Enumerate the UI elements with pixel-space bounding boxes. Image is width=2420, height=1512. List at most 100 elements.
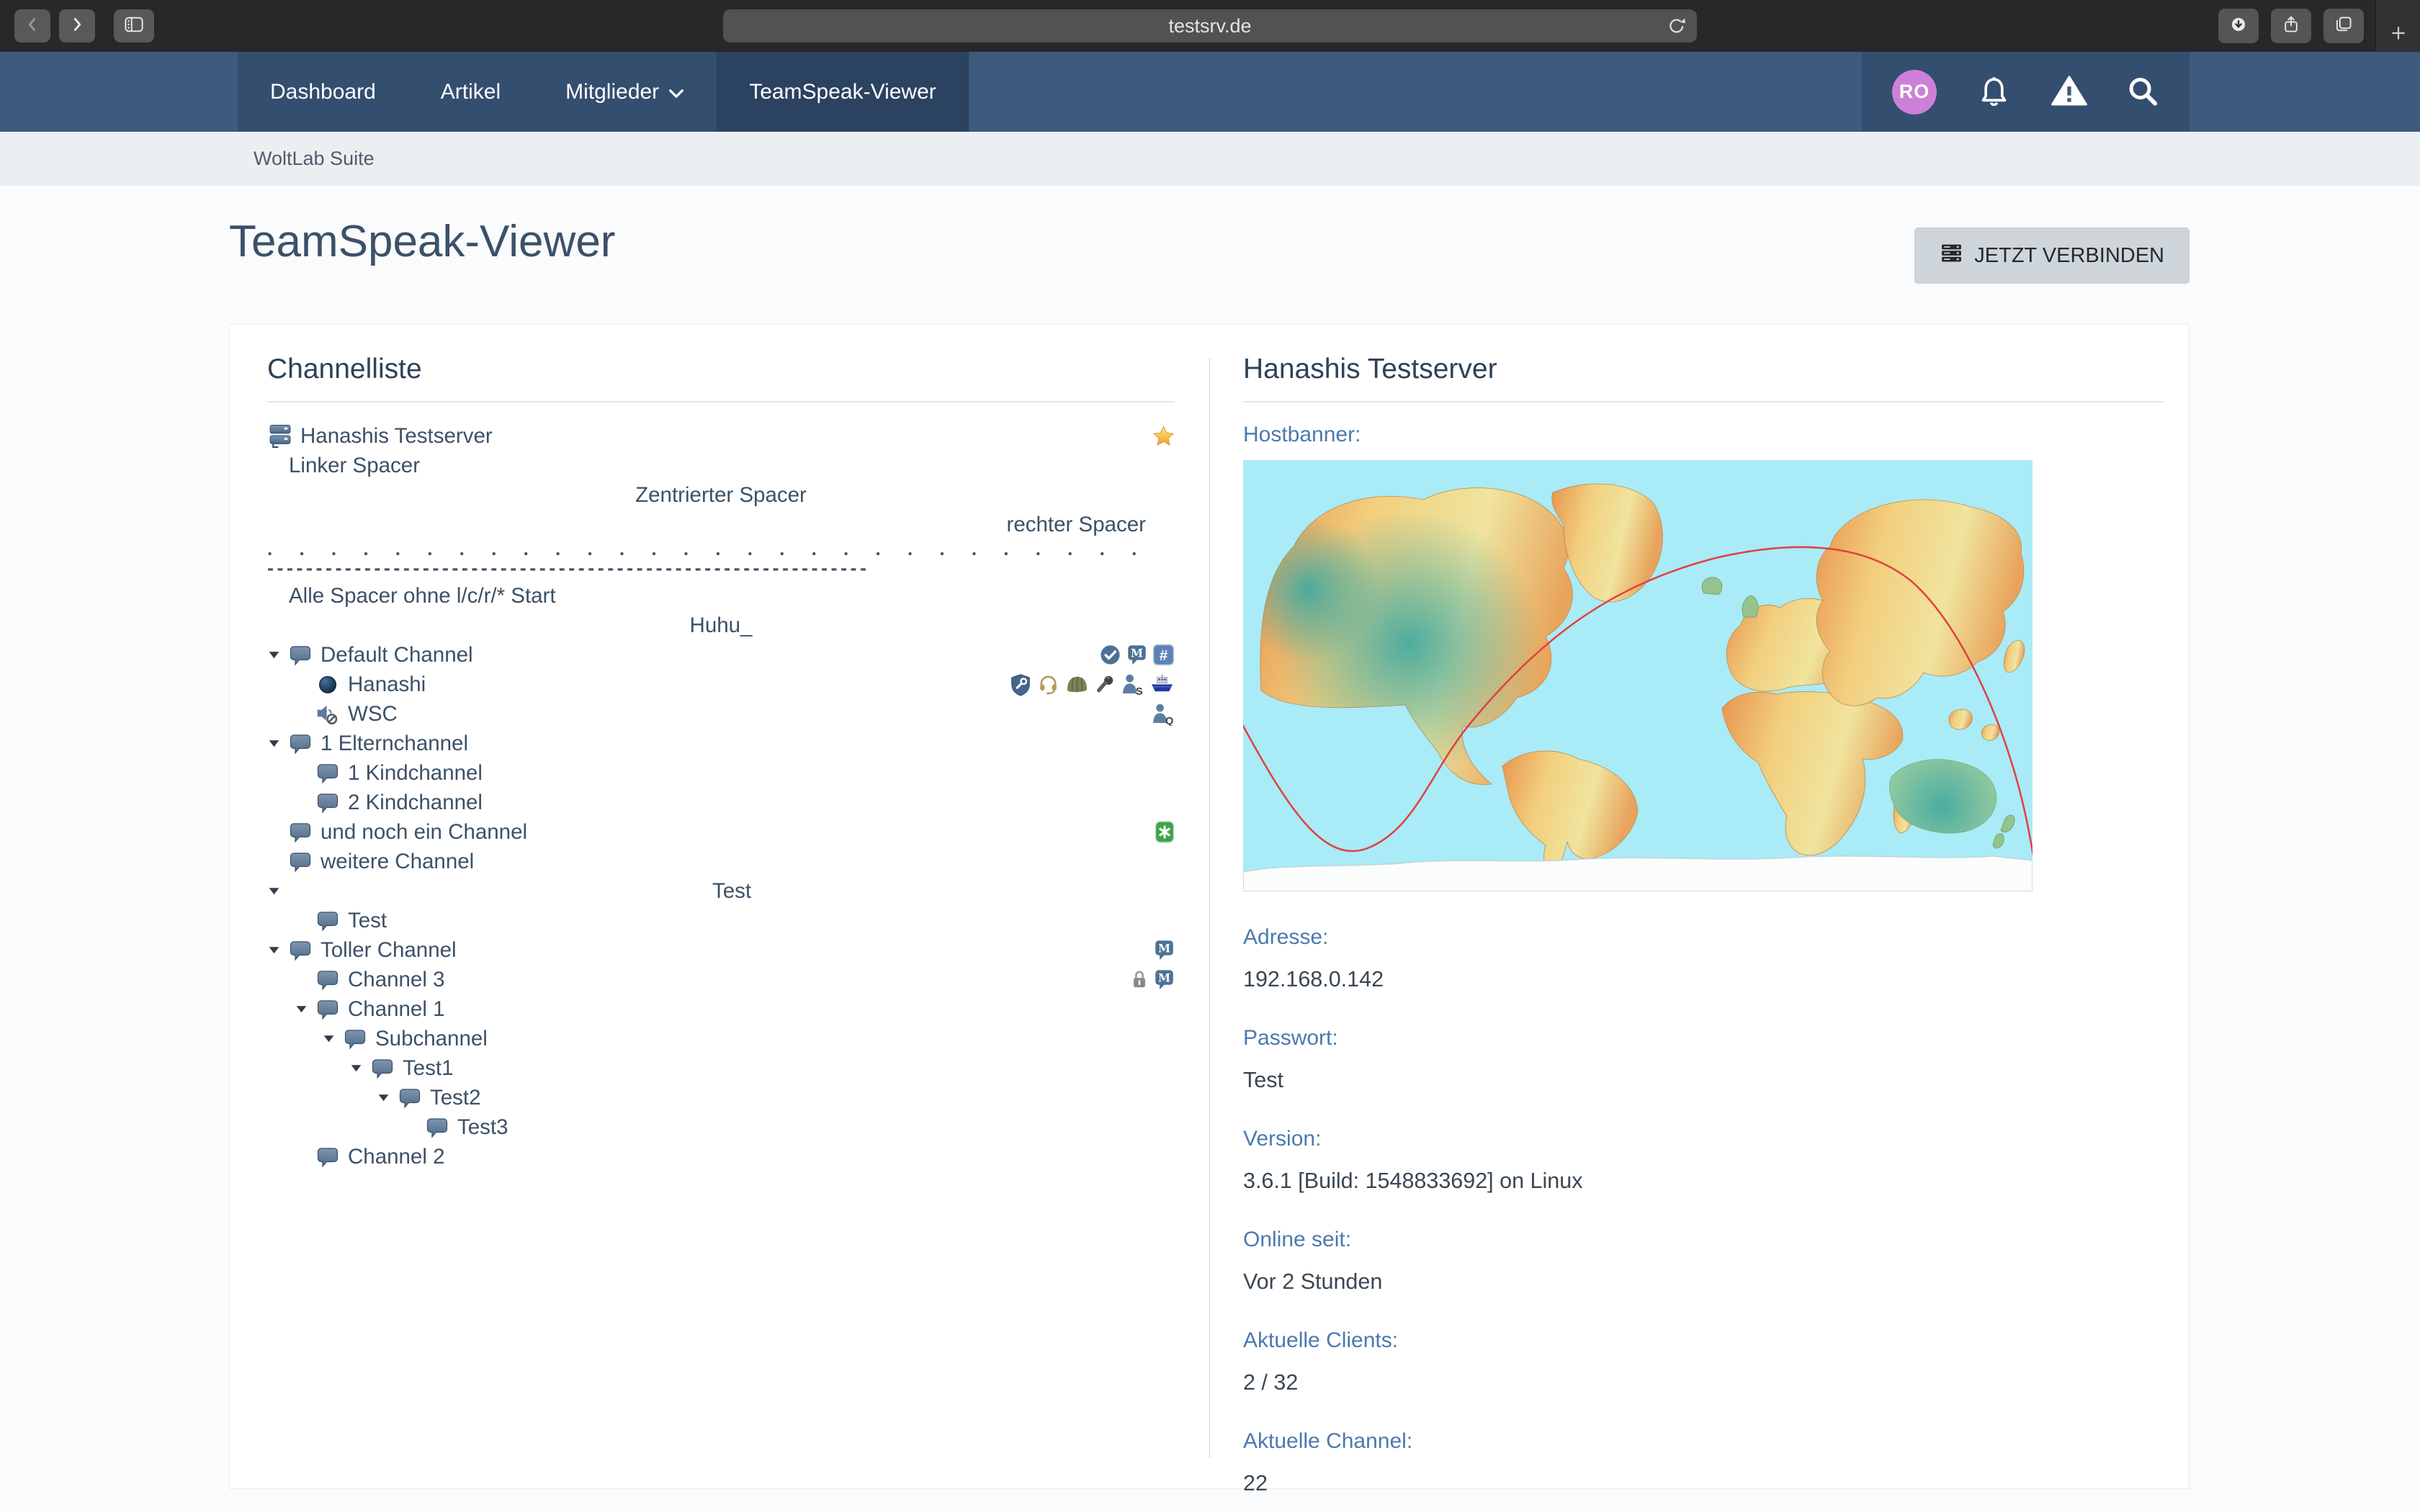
spacer-row: Test xyxy=(267,876,1175,906)
nav-item-mitglieder[interactable]: Mitglieder xyxy=(533,52,717,132)
channel-icon xyxy=(316,762,339,785)
tabs-icon xyxy=(2334,15,2353,37)
channel-row[interactable]: Test xyxy=(267,906,1175,935)
channel-row[interactable]: Test2 xyxy=(267,1083,1175,1112)
breadcrumb-item[interactable]: WoltLab Suite xyxy=(254,148,375,170)
channel-tree: Hanashis TestserverLinker SpacerZentrier… xyxy=(267,421,1175,1171)
channel-label: weitere Channel xyxy=(321,850,474,874)
main-menu: Dashboard Artikel Mitglieder TeamSpeak-View… xyxy=(238,52,969,132)
expander-icon[interactable] xyxy=(267,884,289,898)
address-bar[interactable]: testsrv.de xyxy=(723,9,1697,42)
connect-now-button[interactable]: JETZT VERBINDEN xyxy=(1914,228,2190,284)
forward-icon xyxy=(68,15,86,37)
svg-text:Q: Q xyxy=(1165,716,1173,726)
spacer-row: rechter Spacer xyxy=(267,510,1175,539)
channel-row[interactable]: Channel 1 xyxy=(267,994,1175,1024)
new-tab-button[interactable] xyxy=(2375,0,2420,52)
info-value: 3.6.1 [Build: 1548833692] on Linux xyxy=(1243,1169,2164,1194)
downloads-button[interactable] xyxy=(2218,9,2259,43)
nav-item-teamspeak-viewer[interactable]: TeamSpeak-Viewer xyxy=(717,52,969,132)
badge-group xyxy=(1155,820,1175,844)
channel-icon xyxy=(316,1146,339,1169)
server-name: Hanashis Testserver xyxy=(300,424,493,449)
channel-icon xyxy=(316,998,339,1021)
headset-icon xyxy=(1036,673,1060,696)
default-check-icon xyxy=(1099,644,1121,666)
servergroup-s-icon: S xyxy=(1121,672,1144,696)
channel-label: Channel 3 xyxy=(348,968,445,992)
expander-icon[interactable] xyxy=(295,1002,316,1016)
channel-icon xyxy=(289,644,312,667)
hostbanner-map[interactable] xyxy=(1243,460,2033,891)
server-row[interactable]: Hanashis Testserver xyxy=(267,421,1175,451)
moderated-icon: M xyxy=(1154,968,1175,991)
share-button[interactable] xyxy=(2271,9,2311,43)
channel-row[interactable]: 1 Elternchannel xyxy=(267,729,1175,758)
server-icon xyxy=(267,423,292,449)
favorite-star-icon xyxy=(1152,425,1175,447)
channel-icon xyxy=(344,1027,367,1050)
sidebar-toggle-button[interactable] xyxy=(114,9,154,42)
muted-speaker-icon xyxy=(316,703,339,726)
client-row[interactable]: WSC Q xyxy=(267,699,1175,729)
info-value: Vor 2 Stunden xyxy=(1243,1269,2164,1295)
spacer-label: Zentrierter Spacer xyxy=(267,483,1175,508)
channel-row[interactable]: Toller ChannelM xyxy=(267,935,1175,965)
channel-label: Channel 1 xyxy=(348,997,445,1022)
nav-item-dashboard[interactable]: Dashboard xyxy=(238,52,408,132)
spacer-dash-row: . . . . . . . . . . . . . . . . . . . . … xyxy=(267,539,1175,581)
nav-item-label: Dashboard xyxy=(270,80,376,104)
sidebar-icon xyxy=(125,15,143,37)
channel-row[interactable]: 1 Kindchannel xyxy=(267,758,1175,788)
expander-icon[interactable] xyxy=(349,1061,371,1075)
expander-icon[interactable] xyxy=(322,1032,344,1045)
nav-item-label: Mitglieder xyxy=(565,80,659,104)
channel-label: Test3 xyxy=(457,1115,508,1140)
search-icon[interactable] xyxy=(2125,75,2159,109)
client-label: WSC xyxy=(348,702,398,726)
channel-row[interactable]: weitere Channel xyxy=(267,847,1175,876)
back-button[interactable] xyxy=(14,9,50,42)
hostbanner-label: Hostbanner: xyxy=(1243,423,2164,447)
new-tab-icon xyxy=(2389,24,2408,46)
spacer-label: Test xyxy=(289,879,1175,904)
badge-group: S xyxy=(1010,672,1175,696)
channel-row[interactable]: und noch ein Channel xyxy=(267,817,1175,847)
channel-label: Toller Channel xyxy=(321,938,457,963)
channel-row[interactable]: Subchannel xyxy=(267,1024,1175,1053)
bell-icon[interactable] xyxy=(1977,75,2011,109)
url-text: testsrv.de xyxy=(1168,15,1251,37)
expander-icon[interactable] xyxy=(267,943,289,957)
channel-row[interactable]: Channel 2 xyxy=(267,1142,1175,1171)
channel-label: Default Channel xyxy=(321,643,473,667)
expander-icon[interactable] xyxy=(267,737,289,750)
channel-row[interactable]: Test3 xyxy=(267,1112,1175,1142)
channel-label: Channel 2 xyxy=(348,1145,445,1169)
channel-row[interactable]: Default ChannelM# xyxy=(267,640,1175,670)
info-value: 192.168.0.142 xyxy=(1243,967,2164,992)
warning-icon[interactable] xyxy=(2051,75,2085,109)
nav-item-artikel[interactable]: Artikel xyxy=(408,52,533,132)
expander-icon[interactable] xyxy=(267,648,289,662)
badge-group xyxy=(1152,425,1175,447)
channel-row[interactable]: Channel 3 M xyxy=(267,965,1175,994)
svg-text:M: M xyxy=(1158,971,1170,984)
expander-icon[interactable] xyxy=(377,1091,398,1104)
spacer-row: Huhu_ xyxy=(267,611,1175,640)
reload-icon[interactable] xyxy=(1667,16,1687,36)
download-icon xyxy=(2229,15,2248,37)
info-label: Aktuelle Channel: xyxy=(1243,1429,2164,1454)
forward-button[interactable] xyxy=(59,9,95,42)
channel-icon xyxy=(371,1057,394,1080)
channel-row[interactable]: Test1 xyxy=(267,1053,1175,1083)
channel-list-panel: Channelliste Hanashis TestserverLinker S… xyxy=(267,354,1175,1171)
channel-label: 1 Elternchannel xyxy=(321,732,468,756)
channel-label: 1 Kindchannel xyxy=(348,761,483,786)
tab-overview-button[interactable] xyxy=(2323,9,2364,43)
client-row[interactable]: HanashiS xyxy=(267,670,1175,699)
default-hash-icon: # xyxy=(1152,644,1175,666)
avatar[interactable]: RO xyxy=(1892,70,1937,114)
site-navigation: Dashboard Artikel Mitglieder TeamSpeak-View… xyxy=(0,52,2420,132)
nav-user-area: RO xyxy=(1862,52,2190,132)
channel-row[interactable]: 2 Kindchannel xyxy=(267,788,1175,817)
